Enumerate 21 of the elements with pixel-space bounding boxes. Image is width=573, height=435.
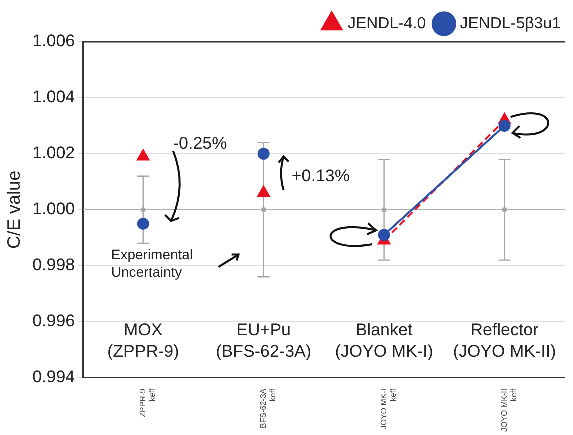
x-tick-label: BFS-62-3A keff bbox=[259, 388, 278, 428]
y-tick-label: 1.004 bbox=[32, 88, 76, 107]
y-tick-label: 1.002 bbox=[32, 144, 76, 163]
annotation: -0.25% bbox=[173, 134, 228, 153]
x-tick-label: JOYO MK-I keff bbox=[380, 388, 398, 430]
annotation: Reflector (JOYO MK-II) bbox=[453, 320, 556, 361]
annotation: MOX (ZPPR-9) bbox=[107, 320, 180, 361]
y-tick-label: 0.998 bbox=[32, 256, 76, 275]
x-tick-label: ZPPR-9 keff bbox=[138, 388, 158, 418]
legend-label: JENDL-5β3u1 bbox=[460, 15, 562, 32]
y-axis-title: C/E value bbox=[4, 170, 24, 249]
annotation: +0.13% bbox=[292, 166, 350, 186]
annotation: Blanket (JOYO MK-I) bbox=[335, 320, 434, 361]
y-tick-label: 0.996 bbox=[32, 312, 76, 331]
y-tick-label: 1.000 bbox=[32, 200, 76, 219]
annotation: Experimental Uncertainty bbox=[111, 246, 194, 280]
legend-label: JENDL-4.0 bbox=[348, 15, 426, 32]
x-tick-label: JOYO MK-II keff bbox=[500, 388, 519, 432]
annotation: EU+Pu (BFS-62-3A) bbox=[216, 320, 312, 361]
y-tick-label: 0.994 bbox=[32, 368, 76, 387]
y-tick-label: 1.006 bbox=[32, 32, 76, 51]
